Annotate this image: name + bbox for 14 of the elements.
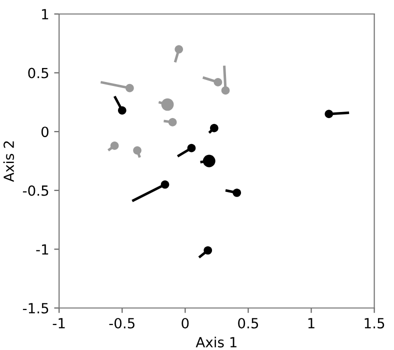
x-tick-label: 0 bbox=[182, 318, 189, 328]
y-tick-label: -0.5 bbox=[22, 185, 48, 196]
y-tick-label: 0.5 bbox=[28, 68, 48, 78]
x-tick-label: 1 bbox=[308, 318, 314, 328]
x-tick-label: -0.5 bbox=[109, 318, 134, 328]
x-tick-label: 1.5 bbox=[364, 318, 384, 328]
x-axis-title: Axis 1 bbox=[196, 336, 236, 348]
y-tick-label: -1 bbox=[36, 244, 48, 254]
y-tick-label: 0 bbox=[41, 126, 48, 138]
y-tick-label: 1 bbox=[42, 9, 48, 20]
x-tick-label: 0.5 bbox=[238, 318, 258, 328]
y-axis-title: Axis 2 bbox=[3, 141, 14, 182]
y-tick-label: -1.5 bbox=[22, 303, 48, 314]
x-tick-label: -1 bbox=[52, 318, 65, 328]
